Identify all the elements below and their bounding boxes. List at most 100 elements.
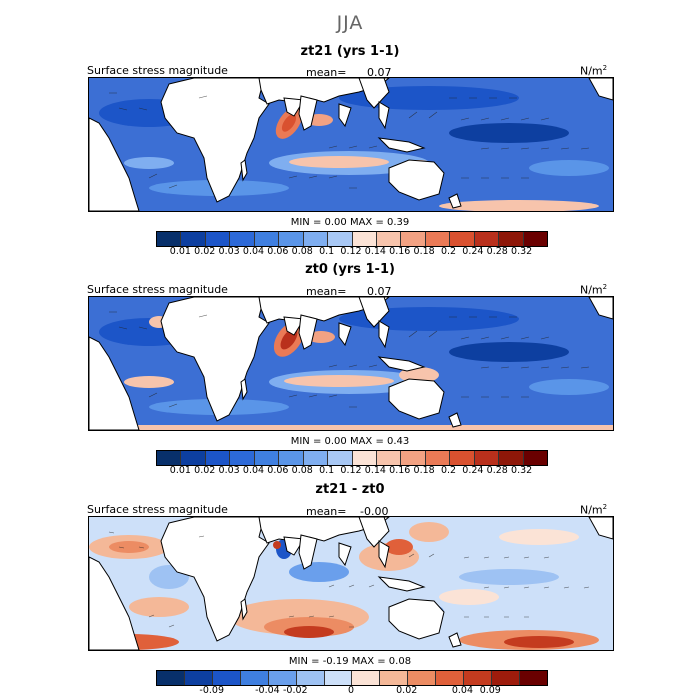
colorbar-tick-label: 0.14 (364, 465, 386, 476)
colorbar-segment (450, 232, 475, 246)
colorbar-tick-label: 0.06 (267, 465, 289, 476)
colorbar-segment (352, 232, 377, 246)
colorbar-tick-label: 0.09 (479, 685, 501, 696)
colorbar-tick-label: 0.24 (462, 246, 484, 257)
colorbar-tick-label: 0.12 (340, 246, 362, 257)
colorbar-segment (296, 671, 325, 685)
panel-3-mean-value: -0.00 (360, 505, 389, 518)
colorbar-segment (450, 451, 475, 465)
panel-1-field-label: Surface stress magnitude (87, 64, 228, 77)
panel-1-arrows (109, 92, 590, 189)
colorbar-tick-label: 0.03 (218, 246, 240, 257)
panel-3-land (89, 517, 613, 650)
colorbar-segment (324, 671, 353, 685)
colorbar-segment (380, 671, 409, 685)
panel-1-mean-label: mean= (306, 66, 347, 79)
colorbar-segment (519, 671, 547, 685)
colorbar-segment (523, 232, 547, 246)
panel-1-map (88, 77, 614, 212)
colorbar-tick-label: 0.02 (396, 685, 418, 696)
panel-3-colorbar-ticks: -0.09 -0.04 -0.02 0 0.02 0.04 0.09 (156, 685, 548, 697)
colorbar-segment (254, 232, 280, 246)
colorbar-tick-label: 0.2 (440, 465, 457, 476)
colorbar-tick-label: 0.24 (462, 465, 484, 476)
panel-2-units: N/m2 (580, 283, 608, 297)
panel-3-field-label: Surface stress magnitude (87, 503, 228, 516)
colorbar-tick-label: 0.16 (389, 465, 411, 476)
panel-1-colorbar-ticks: 0.01 0.02 0.03 0.04 0.06 0.08 0.1 0.12 0.14 0.16 0… (156, 246, 548, 258)
colorbar-tick-label: 0.32 (511, 465, 533, 476)
colorbar-tick-label: 0.02 (194, 246, 216, 257)
colorbar-tick-label: 0.01 (169, 246, 191, 257)
panel-1-mean-value: 0.07 (367, 66, 392, 79)
colorbar-tick-label: 0.04 (242, 465, 265, 476)
colorbar-segment (499, 232, 524, 246)
colorbar-tick-label: 0.03 (218, 465, 240, 476)
colorbar-segment (328, 451, 353, 465)
panel-2-mean-value: 0.07 (367, 285, 392, 298)
panel-1-colorbar (156, 231, 548, 247)
colorbar-segment (181, 232, 206, 246)
colorbar-segment (303, 232, 329, 246)
panel-1-field (89, 78, 613, 211)
panel-2-mean-label: mean= (306, 285, 347, 298)
colorbar-segment (212, 671, 241, 685)
colorbar-tick-label: 0.16 (389, 246, 411, 257)
panel-3-arrows (108, 531, 590, 628)
colorbar-segment (523, 451, 547, 465)
colorbar-segment (464, 671, 493, 685)
colorbar-tick-label: 0.12 (340, 465, 362, 476)
colorbar-segment (376, 232, 402, 246)
colorbar-segment (157, 451, 182, 465)
colorbar-segment (408, 671, 437, 685)
panel-1-units: N/m2 (580, 64, 608, 78)
colorbar-segment (205, 451, 231, 465)
panel-2-arrows (109, 311, 590, 408)
colorbar-tick-label: 0.32 (511, 246, 533, 257)
colorbar-segment (279, 232, 304, 246)
colorbar-segment (328, 232, 353, 246)
colorbar-segment (474, 451, 500, 465)
colorbar-segment (499, 451, 524, 465)
colorbar-tick-label: 0.18 (413, 246, 435, 257)
colorbar-tick-label: 0.2 (440, 246, 457, 257)
colorbar-tick-label: 0.08 (291, 465, 313, 476)
colorbar-segment (184, 671, 213, 685)
colorbar-tick-label: -0.09 (199, 685, 224, 696)
colorbar-segment (425, 232, 451, 246)
colorbar-segment (376, 451, 402, 465)
colorbar-segment (268, 671, 297, 685)
colorbar-segment (352, 671, 381, 685)
panel-1-land (89, 78, 613, 211)
panel-1-minmax: MIN = 0.00 MAX = 0.39 (290, 217, 410, 228)
colorbar-segment (436, 671, 465, 685)
colorbar-segment (205, 232, 231, 246)
panel-3-units: N/m2 (580, 503, 608, 517)
colorbar-segment (157, 232, 182, 246)
panel-3-map (88, 516, 614, 651)
panel-2-field (89, 297, 613, 430)
colorbar-segment (230, 232, 255, 246)
panel-2-field-label: Surface stress magnitude (87, 283, 228, 296)
colorbar-tick-label: 0.28 (486, 465, 508, 476)
colorbar-segment (279, 451, 304, 465)
colorbar-segment (352, 451, 377, 465)
panel-2-land (89, 297, 613, 430)
panel-2-title: zt0 (yrs 1-1) (305, 262, 395, 277)
colorbar-tick-label: 0.02 (194, 465, 216, 476)
colorbar-tick-label: 0.1 (319, 246, 335, 257)
colorbar-tick-label: 0.04 (242, 246, 265, 257)
colorbar-tick-label: 0 (347, 685, 355, 696)
colorbar-tick-label: 0.28 (486, 246, 508, 257)
panel-3-mean-label: mean= (306, 505, 347, 518)
colorbar-segment (425, 451, 451, 465)
panel-3-colorbar (156, 670, 548, 686)
colorbar-tick-label: 0.06 (267, 246, 289, 257)
colorbar-segment (303, 451, 329, 465)
colorbar-segment (254, 451, 280, 465)
colorbar-segment (474, 232, 500, 246)
colorbar-segment (230, 451, 255, 465)
colorbar-tick-label: 0.04 (451, 685, 473, 696)
colorbar-segment (240, 671, 269, 685)
panel-3-title: zt21 - zt0 (315, 482, 385, 497)
